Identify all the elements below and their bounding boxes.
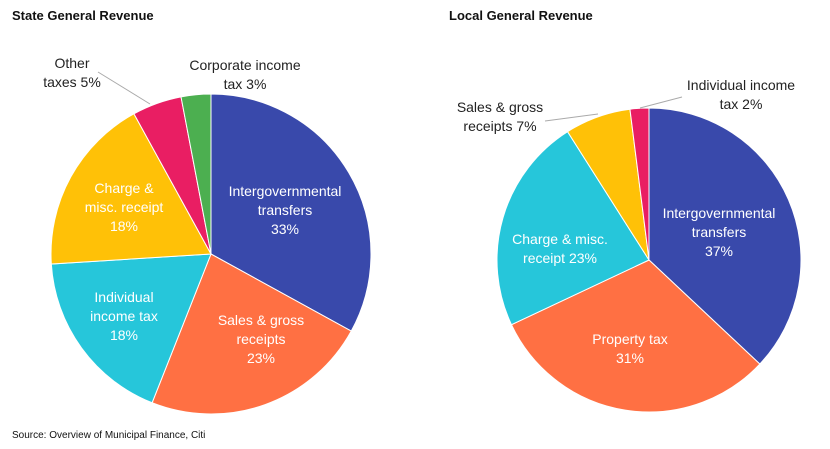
local-leader-line-4 [639, 96, 683, 109]
local-slice-4 [629, 107, 650, 261]
state-slice-label-1: Sales & gross receipts 23% [218, 312, 304, 366]
state-slice-3 [50, 113, 212, 265]
state-slice-label-3: Charge & misc. receipt 18% [85, 180, 164, 234]
state-leader-line-4 [97, 71, 151, 105]
state-slice-label-4: Other taxes 5% [43, 55, 101, 90]
state-slice-0 [210, 93, 372, 332]
local-slice-2 [496, 130, 650, 326]
local-slice-1 [510, 259, 761, 413]
state-slice-label-0: Intergovernmental transfers 33% [229, 183, 342, 237]
local-slice-label-4: Individual income tax 2% [687, 77, 795, 112]
source-note: Source: Overview of Municipal Finance, C… [12, 430, 206, 441]
local-leader-line-3 [544, 113, 599, 122]
state-slice-label-2: Individual income tax 18% [90, 289, 158, 343]
local-chart-title: Local General Revenue [449, 8, 593, 23]
local-slice-label-1: Property tax 31% [592, 331, 667, 366]
state-slice-1 [151, 253, 352, 415]
state-chart-title: State General Revenue [12, 8, 154, 23]
local-slice-0 [648, 107, 802, 365]
state-slice-label-5: Corporate income tax 3% [189, 57, 300, 92]
state-slice-2 [50, 253, 212, 404]
local-slice-label-0: Intergovernmental transfers 37% [663, 205, 776, 259]
local-slice-label-2: Charge & misc. receipt 23% [512, 231, 608, 266]
local-slice-label-3: Sales & gross receipts 7% [457, 99, 543, 134]
state-slice-5 [180, 93, 212, 255]
